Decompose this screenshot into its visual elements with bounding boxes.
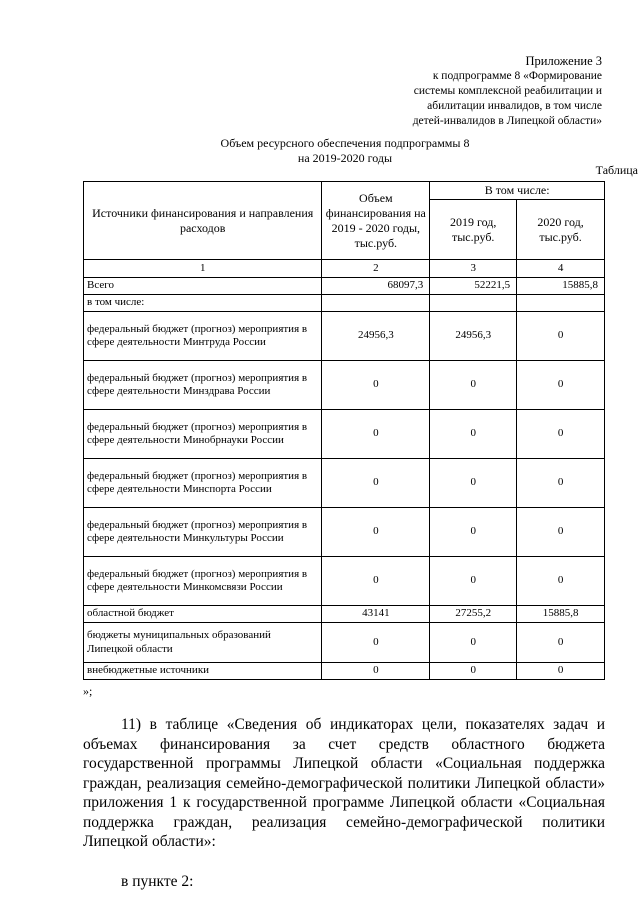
table-row: федеральный бюджет (прогноз) мероприятия… — [82, 360, 605, 410]
table-row: внебюджетные источники 0 0 0 — [82, 662, 605, 680]
doc-title: Объем ресурсного обеспечения подпрограмм… — [0, 136, 640, 166]
annex-line: абилитации инвалидов, в том числе — [427, 100, 602, 112]
row-label: федеральный бюджет (прогноз) мероприятия… — [82, 556, 323, 606]
table-row: областной бюджет 43141 27255,2 15885,8 — [82, 605, 605, 623]
table-row: федеральный бюджет (прогноз) мероприятия… — [82, 311, 605, 361]
cell-2020: 0 — [516, 311, 605, 361]
cell-2020: 0 — [516, 556, 605, 606]
header-sources: Источники финансирования и направления р… — [82, 181, 323, 260]
table-row: Всего 68097,3 52221,5 15885,8 — [82, 277, 605, 295]
table-row: в том числе: — [82, 294, 605, 312]
col-number: 1 — [82, 259, 323, 278]
cell-2020: 15885,8 — [516, 605, 605, 623]
cell-2019 — [429, 294, 518, 312]
cell-2020: 15885,8 — [516, 277, 605, 295]
cell-total — [321, 294, 431, 312]
row-label: областной бюджет — [82, 605, 323, 623]
funding-table: Источники финансирования и направления р… — [82, 181, 605, 680]
cell-total: 43141 — [321, 605, 431, 623]
row-label: федеральный бюджет (прогноз) мероприятия… — [82, 360, 323, 410]
doc-title-line1: Объем ресурсного обеспечения подпрограмм… — [220, 136, 470, 150]
cell-total: 0 — [321, 622, 431, 663]
col-number: 3 — [429, 259, 518, 278]
annex-line: детей-инвалидов в Липецкой области» — [412, 115, 602, 127]
row-label: Всего — [82, 277, 323, 295]
paragraph-11: 11) в таблице «Сведения об индикаторах ц… — [83, 716, 605, 850]
cell-2019: 27255,2 — [429, 605, 518, 623]
annex-line: к подпрограмме 8 «Формирование — [432, 70, 602, 82]
cell-2020: 0 — [516, 458, 605, 508]
header-total: Объем финансирования на 2019 - 2020 годы… — [321, 181, 431, 260]
cell-2019: 0 — [429, 360, 518, 410]
cell-2019: 0 — [429, 622, 518, 663]
col-number: 2 — [321, 259, 431, 278]
cell-total: 0 — [321, 556, 431, 606]
row-label: в том числе: — [82, 294, 323, 312]
row-label: федеральный бюджет (прогноз) мероприятия… — [82, 507, 323, 557]
row-label: внебюджетные источники — [82, 662, 323, 680]
cell-total: 0 — [321, 662, 431, 680]
cell-total: 68097,3 — [321, 277, 431, 295]
cell-2020: 0 — [516, 662, 605, 680]
cell-2020: 0 — [516, 507, 605, 557]
row-label: бюджеты муниципальных образований Липецк… — [82, 622, 323, 663]
table-row: федеральный бюджет (прогноз) мероприятия… — [82, 556, 605, 606]
closing-quote: »; — [83, 684, 93, 698]
table-row: федеральный бюджет (прогноз) мероприятия… — [82, 458, 605, 508]
annex-line: системы комплексной реабилитации и — [413, 85, 602, 97]
cell-2019: 24956,3 — [429, 311, 518, 361]
cell-total: 24956,3 — [321, 311, 431, 361]
cell-2020: 0 — [516, 622, 605, 663]
row-label: федеральный бюджет (прогноз) мероприятия… — [82, 311, 323, 361]
cell-2019: 52221,5 — [429, 277, 518, 295]
col-number: 4 — [516, 259, 605, 278]
cell-2019: 0 — [429, 662, 518, 680]
table-label: Таблица — [595, 163, 638, 177]
cell-total: 0 — [321, 360, 431, 410]
cell-total: 0 — [321, 507, 431, 557]
cell-2020: 0 — [516, 360, 605, 410]
header-2019: 2019 год, тыс.руб. — [429, 199, 518, 260]
cell-2020 — [516, 294, 605, 312]
cell-2019: 0 — [429, 409, 518, 459]
annex-title: Приложение 3 — [525, 54, 602, 68]
cell-2019: 0 — [429, 556, 518, 606]
doc-title-line2: на 2019-2020 годы — [297, 151, 393, 165]
cell-total: 0 — [321, 458, 431, 508]
cell-2020: 0 — [516, 409, 605, 459]
row-label: федеральный бюджет (прогноз) мероприятия… — [82, 458, 323, 508]
header-group: В том числе: — [429, 181, 605, 200]
header-2020: 2020 год, тыс.руб. — [516, 199, 605, 260]
document-body: Таблица Источники финансирования и напра… — [82, 163, 638, 891]
cell-total: 0 — [321, 409, 431, 459]
annex-header: Приложение 3 к подпрограмме 8 «Формирова… — [413, 54, 602, 129]
table-row: федеральный бюджет (прогноз) мероприятия… — [82, 409, 605, 459]
row-label: федеральный бюджет (прогноз) мероприятия… — [82, 409, 323, 459]
paragraph-point-2: в пункте 2: — [121, 872, 194, 890]
cell-2019: 0 — [429, 507, 518, 557]
cell-2019: 0 — [429, 458, 518, 508]
table-row: бюджеты муниципальных образований Липецк… — [82, 622, 605, 663]
table-row: федеральный бюджет (прогноз) мероприятия… — [82, 507, 605, 557]
